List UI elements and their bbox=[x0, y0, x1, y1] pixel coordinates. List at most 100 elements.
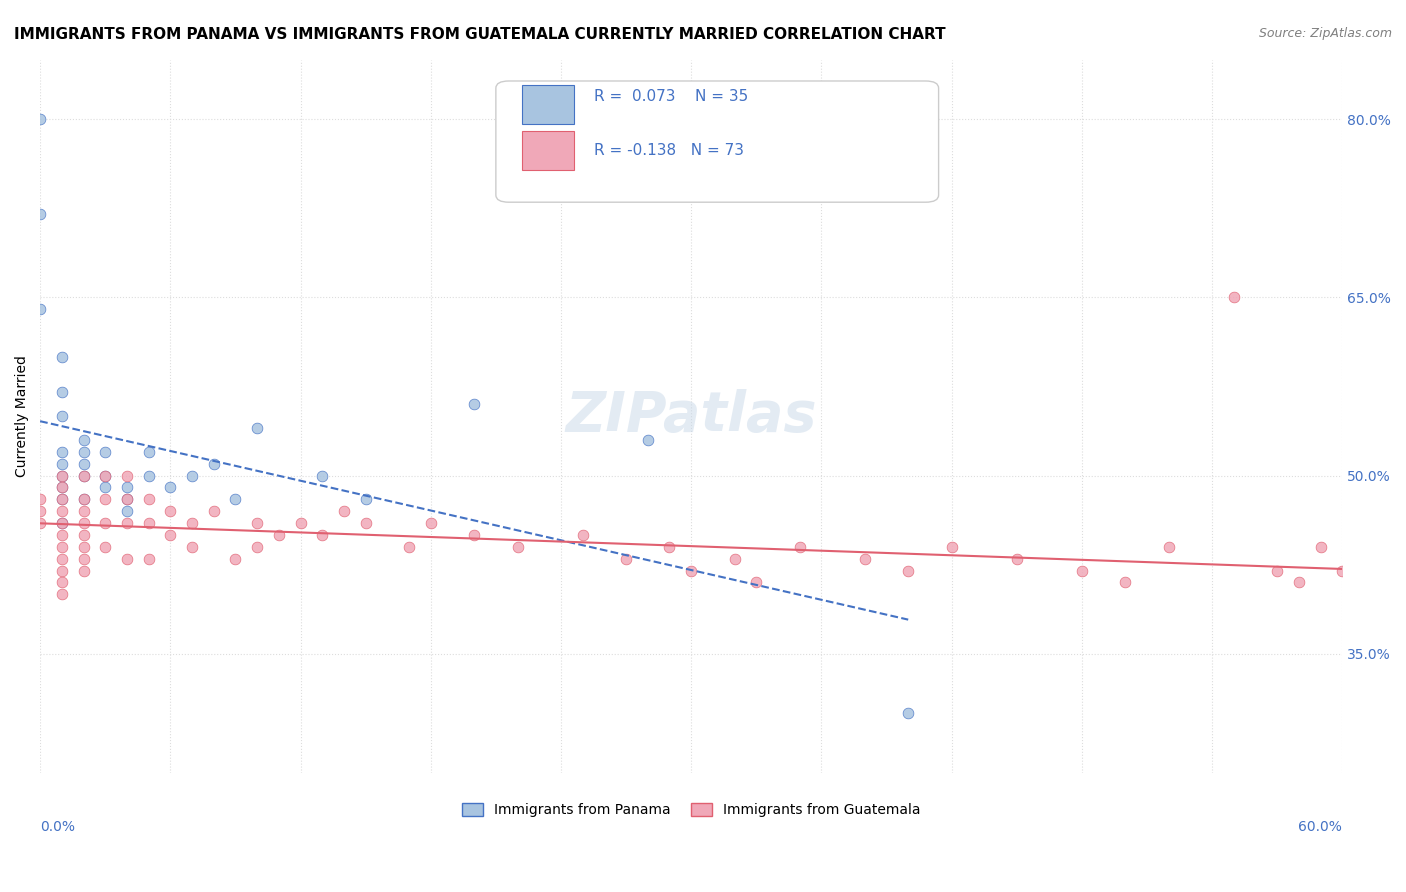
Point bbox=[267, 528, 290, 542]
Point bbox=[138, 492, 160, 507]
FancyBboxPatch shape bbox=[522, 131, 574, 170]
Point bbox=[51, 516, 73, 530]
Point bbox=[115, 551, 138, 566]
Point bbox=[1265, 564, 1288, 578]
Point bbox=[51, 575, 73, 590]
Point bbox=[72, 551, 94, 566]
Text: Source: ZipAtlas.com: Source: ZipAtlas.com bbox=[1258, 27, 1392, 40]
Point bbox=[51, 480, 73, 494]
Point bbox=[290, 516, 312, 530]
Point bbox=[311, 528, 333, 542]
Point bbox=[115, 492, 138, 507]
Text: IMMIGRANTS FROM PANAMA VS IMMIGRANTS FROM GUATEMALA CURRENTLY MARRIED CORRELATIO: IMMIGRANTS FROM PANAMA VS IMMIGRANTS FRO… bbox=[14, 27, 946, 42]
Point bbox=[72, 444, 94, 458]
Point bbox=[51, 551, 73, 566]
Point bbox=[94, 516, 117, 530]
Point bbox=[658, 540, 681, 554]
Point bbox=[51, 457, 73, 471]
Point bbox=[159, 528, 181, 542]
Point bbox=[789, 540, 811, 554]
Point bbox=[51, 409, 73, 423]
Point bbox=[94, 468, 117, 483]
Point bbox=[51, 492, 73, 507]
Point bbox=[51, 350, 73, 364]
Point bbox=[94, 492, 117, 507]
Point bbox=[115, 480, 138, 494]
Point bbox=[159, 504, 181, 518]
Point bbox=[51, 528, 73, 542]
Point bbox=[115, 516, 138, 530]
Point bbox=[30, 207, 52, 221]
Point bbox=[745, 575, 768, 590]
Point bbox=[94, 444, 117, 458]
Point bbox=[72, 468, 94, 483]
Point bbox=[72, 433, 94, 447]
Point bbox=[51, 480, 73, 494]
Point bbox=[1005, 551, 1028, 566]
Point bbox=[1114, 575, 1136, 590]
Point bbox=[72, 468, 94, 483]
Point bbox=[224, 492, 246, 507]
Point bbox=[51, 516, 73, 530]
Point bbox=[246, 516, 269, 530]
Point bbox=[463, 528, 485, 542]
Point bbox=[463, 397, 485, 411]
Point bbox=[30, 504, 52, 518]
Point bbox=[51, 564, 73, 578]
Point bbox=[181, 468, 204, 483]
Point bbox=[246, 421, 269, 435]
Point bbox=[30, 516, 52, 530]
Point bbox=[853, 551, 876, 566]
Point bbox=[51, 540, 73, 554]
Point bbox=[72, 492, 94, 507]
Point bbox=[571, 528, 593, 542]
Point bbox=[398, 540, 420, 554]
Point bbox=[72, 564, 94, 578]
Point bbox=[354, 516, 377, 530]
Point bbox=[159, 480, 181, 494]
Point bbox=[72, 492, 94, 507]
Point bbox=[115, 468, 138, 483]
Point bbox=[333, 504, 356, 518]
Point bbox=[202, 504, 225, 518]
Point bbox=[94, 540, 117, 554]
Point bbox=[181, 540, 204, 554]
Point bbox=[181, 516, 204, 530]
Point bbox=[138, 468, 160, 483]
Point bbox=[224, 551, 246, 566]
Point bbox=[94, 468, 117, 483]
Point bbox=[51, 444, 73, 458]
Point bbox=[138, 551, 160, 566]
Text: R = -0.138   N = 73: R = -0.138 N = 73 bbox=[593, 144, 744, 159]
Point bbox=[30, 492, 52, 507]
Point bbox=[1288, 575, 1310, 590]
Point bbox=[51, 468, 73, 483]
Point bbox=[30, 112, 52, 126]
Point bbox=[897, 564, 920, 578]
Legend: Immigrants from Panama, Immigrants from Guatemala: Immigrants from Panama, Immigrants from … bbox=[456, 797, 927, 822]
Text: ZIPatlas: ZIPatlas bbox=[565, 389, 817, 443]
Point bbox=[941, 540, 963, 554]
Text: 60.0%: 60.0% bbox=[1298, 820, 1343, 834]
Point bbox=[138, 444, 160, 458]
Point bbox=[1309, 540, 1331, 554]
Y-axis label: Currently Married: Currently Married bbox=[15, 355, 30, 477]
Point bbox=[202, 457, 225, 471]
Point bbox=[311, 468, 333, 483]
Point bbox=[897, 706, 920, 721]
FancyBboxPatch shape bbox=[496, 81, 939, 202]
Point bbox=[72, 504, 94, 518]
Point bbox=[1070, 564, 1092, 578]
Point bbox=[614, 551, 637, 566]
Point bbox=[51, 587, 73, 601]
Text: R =  0.073    N = 35: R = 0.073 N = 35 bbox=[593, 89, 748, 104]
Point bbox=[681, 564, 703, 578]
Point bbox=[72, 528, 94, 542]
Point bbox=[51, 468, 73, 483]
Point bbox=[51, 492, 73, 507]
FancyBboxPatch shape bbox=[522, 85, 574, 124]
Point bbox=[72, 457, 94, 471]
Point bbox=[419, 516, 441, 530]
Point bbox=[30, 302, 52, 317]
Point bbox=[1222, 290, 1244, 304]
